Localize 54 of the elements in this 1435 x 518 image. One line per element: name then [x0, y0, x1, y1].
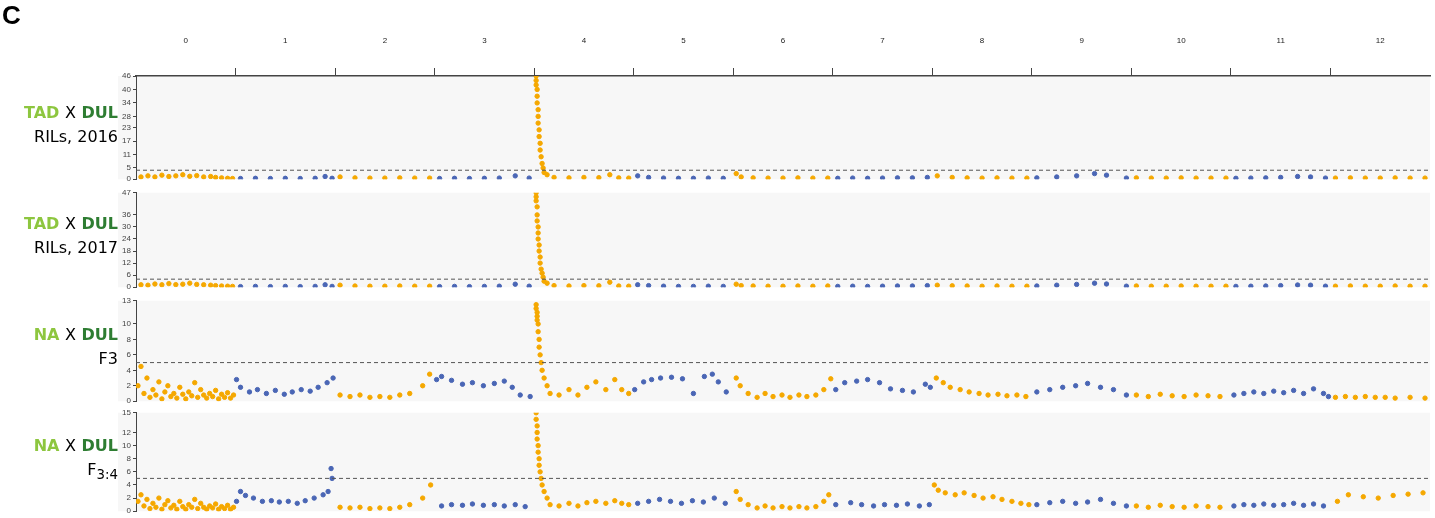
text: NA X DUL — [33, 325, 118, 344]
y-tick-label: 8 — [126, 453, 132, 463]
y-tick-label: 47 — [122, 188, 132, 197]
y-tick-label: 24 — [122, 234, 132, 244]
y-tick-label: 12 — [122, 427, 132, 437]
y-tick-label: 34 — [122, 98, 132, 108]
y-tick-label: 11 — [122, 149, 132, 159]
y-tick-label: 17 — [122, 136, 132, 146]
y-tick-label: 8 — [126, 334, 132, 344]
y-tick-label: 0 — [126, 282, 132, 292]
y-tick-label: 0 — [126, 506, 132, 516]
x-tick-label: 12 — [1375, 36, 1386, 46]
y-tick-label: 6 — [126, 270, 132, 280]
y-tick-label: 46 — [122, 71, 132, 81]
x-tick-label: 8 — [979, 36, 985, 46]
x-tick-label: 4 — [581, 36, 587, 46]
y-tick-label: 36 — [122, 210, 132, 220]
y-tick-label: 5 — [126, 163, 132, 173]
y-tick-label: 0 — [126, 174, 132, 184]
text: RILs, 2017 — [33, 237, 118, 259]
x-tick-label: 0 — [183, 36, 189, 46]
y-tick-label: 23 — [122, 122, 132, 132]
text: TAD X DUL — [24, 214, 118, 233]
y-tick-label: 13 — [122, 296, 132, 305]
y-tick-label: 30 — [122, 222, 132, 232]
y-tick-label: 12 — [122, 258, 132, 268]
text: C — [2, 0, 21, 31]
x-tick-label: 3 — [482, 36, 488, 46]
y-tick-label: 6 — [126, 350, 132, 360]
x-tick-label: 9 — [1079, 36, 1085, 46]
y-tick-label: 4 — [126, 365, 132, 375]
text: F3 — [97, 348, 118, 370]
y-tick-label: 0 — [126, 396, 132, 406]
text: TAD X DUL — [24, 103, 118, 122]
y-tick-label: 2 — [126, 493, 132, 503]
y-tick-label: 10 — [122, 319, 132, 329]
text: NA X DUL — [33, 436, 118, 455]
x-tick-label: 5 — [681, 36, 687, 46]
y-tick-label: 6 — [126, 467, 132, 477]
x-tick-label: 11 — [1276, 36, 1286, 46]
y-tick-label: 28 — [122, 111, 132, 121]
x-tick-label: 7 — [880, 36, 886, 46]
y-tick-label: 18 — [122, 246, 132, 256]
x-tick-label: 2 — [382, 36, 388, 46]
text: RILs, 2016 — [33, 126, 118, 148]
y-tick-label: 15 — [122, 408, 132, 417]
text: F$_{3:4}$ — [86, 459, 118, 485]
y-tick-label: 40 — [122, 84, 132, 94]
y-tick-label: 2 — [126, 380, 132, 390]
x-tick-label: 6 — [780, 36, 786, 46]
y-tick-label: 10 — [122, 440, 132, 450]
x-tick-label: 1 — [283, 36, 289, 46]
x-tick-label: 10 — [1176, 36, 1187, 46]
y-tick-label: 4 — [126, 480, 132, 490]
